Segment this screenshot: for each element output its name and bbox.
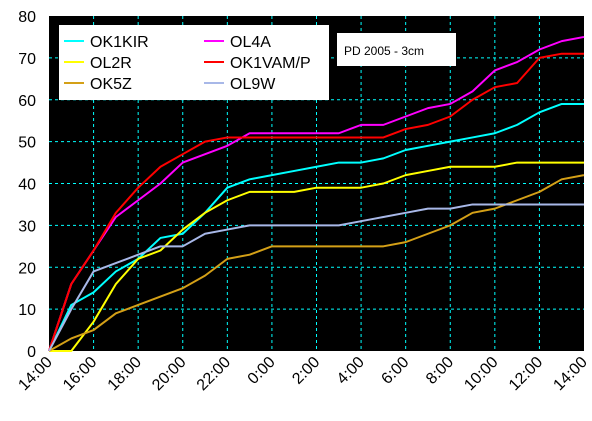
x-axis-ticks: 14:00 16:00 18:00 20:00 22:00 0:00 2:00 4:00 6:0… (15, 354, 590, 394)
x-tick-label: 8:00 (423, 354, 457, 388)
y-tick-label: 0 (27, 344, 36, 361)
legend-label: OK1VAM/P (230, 55, 311, 72)
legend-item: OL2R (64, 55, 132, 72)
chart-annotation: PD 2005 - 3cm (344, 44, 424, 58)
y-tick-label: 50 (18, 135, 36, 152)
x-tick-label: 2:00 (289, 354, 323, 388)
legend-label: OK1KIR (90, 34, 149, 51)
y-tick-label: 10 (18, 302, 36, 319)
y-tick-label: 60 (18, 93, 36, 110)
annotation-box: PD 2005 - 3cm (337, 33, 456, 66)
legend-item: OK5Z (64, 76, 132, 93)
x-tick-label: 12:00 (506, 354, 546, 394)
legend-label: OK5Z (90, 76, 132, 93)
x-tick-label: 18:00 (105, 354, 145, 394)
y-tick-label: 70 (18, 51, 36, 68)
legend-label: OL9W (230, 76, 276, 93)
x-tick-label: 0:00 (245, 354, 279, 388)
y-tick-label: 40 (18, 177, 36, 194)
y-axis-ticks: 0 10 20 30 40 50 60 70 80 (18, 9, 36, 361)
legend-label: OL4A (230, 34, 271, 51)
series-lines (48, 35, 585, 352)
legend-item: OL9W (204, 76, 276, 93)
x-tick-label: 6:00 (378, 354, 412, 388)
x-tick-label: 22:00 (194, 354, 234, 394)
legend: OK1KIR OL4A OL2R OK1VAM/P OK5Z OL9W (59, 25, 329, 100)
x-tick-label: 16:00 (60, 354, 100, 394)
y-tick-label: 80 (18, 9, 36, 26)
legend-item: OK1KIR (64, 34, 149, 51)
legend-item: OK1VAM/P (204, 55, 311, 72)
series-line-ok5z (48, 174, 585, 352)
legend-box (59, 25, 329, 100)
x-tick-label: 10:00 (461, 354, 501, 394)
x-tick-label: 20:00 (149, 354, 189, 394)
series-line-ol4a (48, 35, 585, 352)
x-tick-label: 14:00 (550, 354, 590, 394)
x-tick-label: 4:00 (334, 354, 368, 388)
y-tick-label: 30 (18, 218, 36, 235)
legend-item: OL4A (204, 34, 271, 51)
series-line-ol2r (49, 161, 584, 352)
y-tick-label: 20 (18, 260, 36, 277)
series-line-ol9w (48, 203, 584, 352)
legend-label: OL2R (90, 55, 132, 72)
series-line-ok1vam-p (48, 52, 584, 352)
